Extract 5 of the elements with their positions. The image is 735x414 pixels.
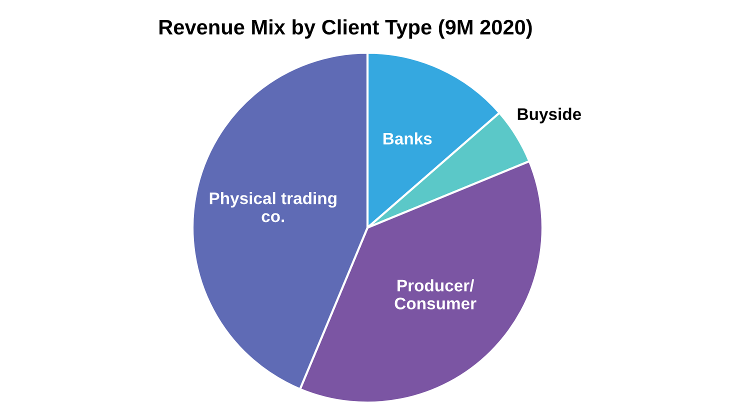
slice-label: Buyside (518, 108, 582, 124)
slice-label: Producer/ Consumer (394, 279, 476, 310)
slice-label: Banks (383, 132, 432, 145)
slice-label: Physical trading co. (210, 192, 336, 222)
chart-title: Revenue Mix by Client Type (9M 2020) (159, 19, 532, 39)
